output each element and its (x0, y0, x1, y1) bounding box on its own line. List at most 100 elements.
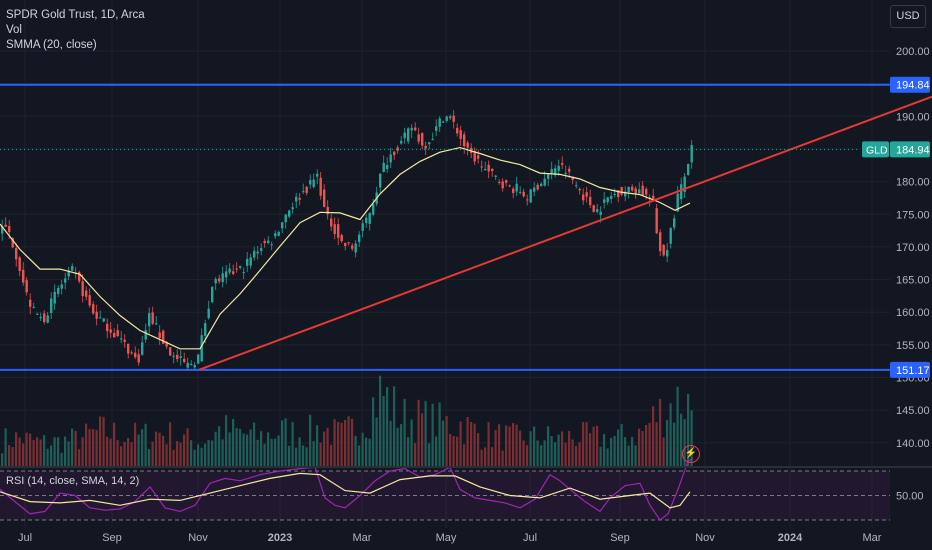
volume-bar (673, 422, 676, 466)
candle-body (242, 272, 245, 274)
volume-bar (655, 422, 658, 466)
candle-body (221, 273, 224, 283)
candle-body (113, 333, 116, 338)
price-axis[interactable]: 140.00145.00150.00155.00160.00165.00170.… (896, 46, 930, 503)
candle-body (207, 308, 210, 319)
candle-body (379, 173, 382, 188)
symbol-tag (862, 141, 889, 158)
candle-body (169, 347, 172, 356)
candle-body (428, 142, 431, 145)
volume-bar (431, 403, 434, 466)
volume-bar (221, 439, 224, 466)
volume-bar (473, 423, 476, 466)
volume-bar (71, 428, 74, 466)
volume-bar (190, 440, 193, 466)
volume-bar (452, 435, 455, 466)
candle-body (60, 284, 63, 289)
volume-bar (634, 445, 637, 466)
candle-body (407, 128, 410, 142)
volume-bar (554, 442, 557, 466)
volume-bar (137, 434, 140, 466)
volume-bar (494, 430, 497, 466)
smma-indicator-label[interactable]: SMMA (20, close) (6, 39, 97, 51)
trendline[interactable] (198, 95, 932, 371)
candle-body (340, 235, 343, 242)
candle-body (1, 226, 4, 234)
candle-body (456, 127, 459, 134)
volume-bar (669, 403, 672, 466)
candle-body (176, 354, 179, 360)
volume-bar (344, 420, 347, 466)
volume-bar (22, 443, 25, 466)
candle-body (410, 127, 413, 131)
candle-body (312, 179, 315, 187)
volume-bar (347, 416, 350, 466)
candle-body (634, 188, 637, 194)
volume-bar (232, 419, 235, 466)
volume-bar (375, 417, 378, 466)
volume-bar (617, 429, 620, 466)
price-tick-label: 175.00 (896, 209, 930, 221)
volume-bar (624, 437, 627, 466)
candle-body (690, 145, 693, 163)
volume-bar (36, 437, 39, 466)
time-tick-label: May (436, 532, 457, 544)
candle-body (596, 209, 599, 212)
volume-bar (99, 416, 102, 466)
volume-bar (88, 429, 91, 466)
candle-body (85, 290, 88, 297)
volume-bar (606, 448, 609, 466)
candle-body (67, 270, 70, 277)
candle-body (123, 339, 126, 342)
volume-bar (57, 437, 60, 466)
horizontal-levels[interactable] (0, 83, 890, 371)
volume-indicator-label[interactable]: Vol (6, 24, 22, 36)
candle-body (43, 313, 46, 322)
candle-body (172, 355, 175, 357)
volume-bar (123, 441, 126, 466)
lightning-icon[interactable]: ⚡ (682, 445, 700, 463)
candle-body (536, 184, 539, 190)
level-price-tag (890, 76, 930, 93)
volume-bar (575, 445, 578, 466)
volume-bar (120, 446, 123, 466)
volume-bar (193, 449, 196, 466)
volume-bar (463, 444, 466, 466)
volume-bar (260, 431, 263, 466)
candle-body (459, 130, 462, 140)
volume-bar (547, 426, 550, 466)
volume-bar (155, 431, 158, 466)
price-tick-label: 180.00 (896, 177, 930, 189)
candle-body (18, 257, 21, 271)
chart-legend: SPDR Gold Trust, 1D, Arca Vol SMMA (20, … (6, 8, 145, 53)
volume-bar (228, 432, 231, 466)
candle-body (421, 133, 424, 146)
candle-body (501, 181, 504, 189)
candle-body (564, 172, 567, 174)
candle-body (71, 266, 74, 271)
volume-bar (582, 421, 585, 466)
symbol-title[interactable]: SPDR Gold Trust, 1D, Arca (6, 9, 145, 21)
currency-button[interactable]: USD (890, 5, 926, 28)
volume-bar (536, 440, 539, 466)
volume-bar (242, 433, 245, 466)
candle-body (526, 199, 529, 201)
candle-body (463, 134, 466, 147)
candle-body (515, 183, 518, 192)
time-tick-label: Nov (188, 532, 208, 544)
volume-bar (403, 398, 406, 466)
candle-body (393, 151, 396, 156)
volume-bar (60, 452, 63, 466)
candle-body (676, 193, 679, 212)
volume-bar (116, 440, 119, 466)
volume-bar (67, 441, 70, 466)
volume-bar (218, 426, 221, 466)
time-axis[interactable]: Jul Sep Nov 2023 Mar May Jul Sep Nov 2024 Mar (18, 532, 882, 544)
price-tick-label: 165.00 (896, 275, 930, 287)
volume-bar (442, 420, 445, 466)
volume-bar (480, 449, 483, 466)
rsi-indicator-label[interactable]: RSI (14, close, SMA, 14, 2) (6, 475, 140, 487)
volume-bar (256, 439, 259, 466)
candle-body (190, 363, 193, 365)
